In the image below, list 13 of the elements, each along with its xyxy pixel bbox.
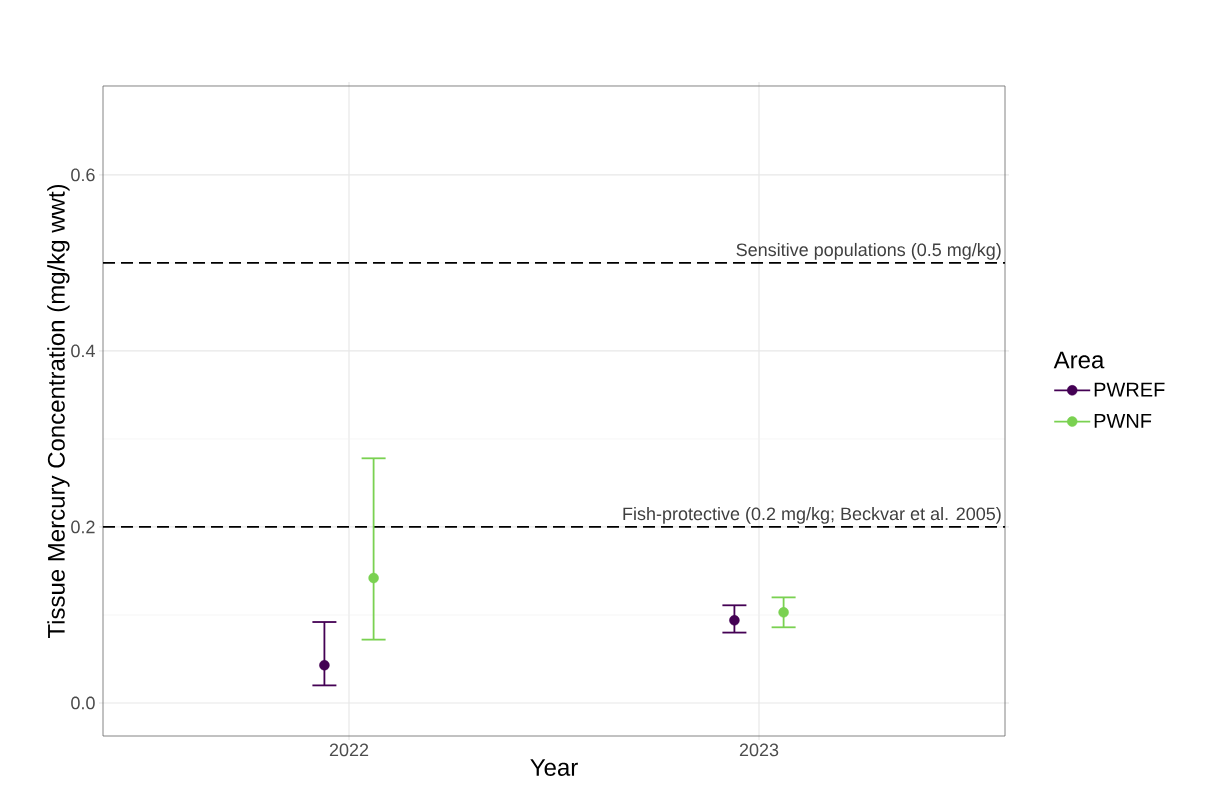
y-axis-title: Tissue Mercury Concentration (mg/kg wwt)	[47, 184, 70, 639]
x-axis-title: Year	[530, 759, 578, 776]
x-tick-label: 2022	[329, 743, 369, 757]
y-tick-label: 0.4	[71, 344, 95, 358]
legend-label: PWNF	[1094, 413, 1152, 428]
y-tick-label: 0.6	[71, 168, 95, 182]
ref-line-label: Sensitive populations (0.5 mg/kg)	[736, 242, 1001, 260]
legend-label: PWREF	[1094, 382, 1165, 397]
y-tick-label: 0.2	[71, 520, 95, 534]
x-tick-label: 2023	[739, 743, 779, 757]
y-tick-label: 0.0	[71, 696, 95, 710]
legend-title: Area	[1053, 351, 1105, 369]
ref-line-label: Fish-protective (0.2 mg/kg; Beckvar et al. 2005)	[623, 506, 1001, 524]
